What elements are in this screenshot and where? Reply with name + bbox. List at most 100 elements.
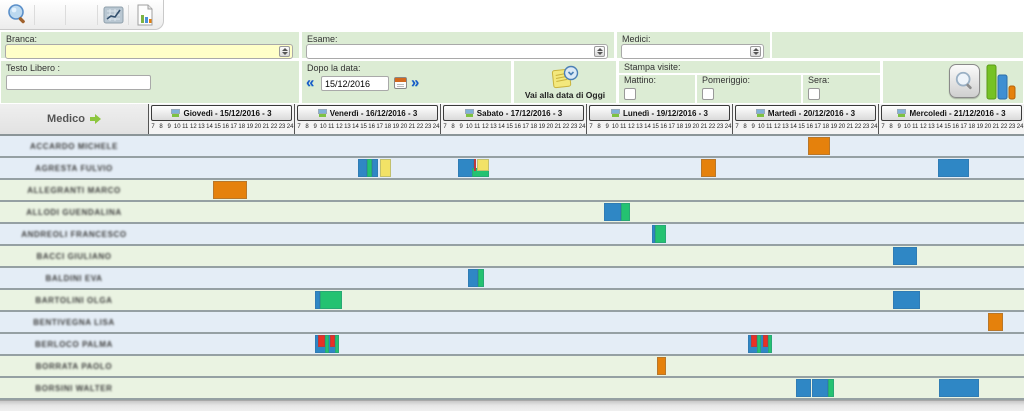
doctor-name[interactable]: BENTIVEGNA LISA	[0, 312, 148, 332]
date-input[interactable]	[321, 76, 389, 91]
doctor-name[interactable]: BACCI GIULIANO	[0, 246, 148, 266]
filter-search-button[interactable]	[949, 64, 980, 98]
appointment-block[interactable]	[654, 225, 667, 243]
appointment-block[interactable]	[371, 159, 379, 177]
appointment-block[interactable]	[367, 159, 372, 177]
hour-tick: 8	[597, 124, 601, 130]
day-column-header: Giovedì - 15/12/2016 - 3 7 8 9 10 11 12 13 14 15 1…	[148, 104, 294, 134]
row-timeline	[148, 180, 1024, 200]
appointment-block[interactable]	[320, 291, 342, 309]
sera-checkbox[interactable]	[808, 88, 820, 100]
row-timeline	[148, 158, 1024, 178]
doctor-name[interactable]: BALDINI EVA	[0, 268, 148, 288]
day-label: Mercoledì - 21/12/2016 - 3	[909, 108, 1006, 118]
appointment-block[interactable]	[938, 159, 969, 177]
statistics-bars-icon[interactable]	[986, 63, 1016, 100]
branca-select[interactable]	[5, 44, 293, 59]
appointment-block[interactable]	[796, 379, 812, 397]
hour-tick: 12	[628, 124, 635, 130]
appointment-block[interactable]	[651, 225, 655, 243]
appointment-block[interactable]	[380, 159, 392, 177]
appointment-block[interactable]	[474, 159, 477, 172]
day-tab[interactable]: Sabato - 17/12/2016 - 3	[443, 105, 584, 121]
appointment-block[interactable]	[318, 335, 325, 348]
appointment-block[interactable]	[620, 203, 630, 221]
appointment-block[interactable]	[762, 335, 768, 348]
day-tab[interactable]: Martedì - 20/12/2016 - 3	[735, 105, 876, 121]
appointment-block[interactable]	[757, 335, 762, 353]
doctor-name[interactable]: ALLODI GUENDALINA	[0, 202, 148, 222]
report-toolbar-button[interactable]	[130, 2, 159, 28]
appointment-block[interactable]	[767, 335, 772, 353]
appointment-block[interactable]	[358, 159, 367, 177]
sera-cell: Sera:	[803, 75, 880, 103]
medici-select[interactable]	[621, 44, 764, 59]
appointment-block[interactable]	[476, 159, 489, 172]
appointment-block[interactable]	[893, 291, 921, 309]
doctor-name[interactable]: AGRESTA FULVIO	[0, 158, 148, 178]
main-toolbar	[0, 0, 164, 30]
doctor-name[interactable]: ANDREOLI FRANCESCO	[0, 224, 148, 244]
toolbar-button-empty-2[interactable]	[67, 2, 96, 28]
hour-tick: 20	[692, 124, 700, 130]
appointment-block[interactable]	[988, 313, 1003, 331]
doctor-name[interactable]: BERLOCO PALMA	[0, 334, 148, 354]
hour-tick: 13	[490, 124, 497, 130]
goto-today-button[interactable]: Vai alla data di Oggi	[514, 61, 616, 103]
pomeriggio-checkbox[interactable]	[702, 88, 714, 100]
hour-tick: 9	[605, 124, 609, 130]
toolbar-separator	[65, 4, 67, 25]
appointment-block[interactable]	[808, 137, 831, 155]
appointment-block[interactable]	[335, 335, 339, 353]
dopo-la-data-label: Dopo la data:	[307, 63, 361, 73]
appointment-block[interactable]	[467, 269, 479, 287]
medico-column-header[interactable]: Medico	[0, 104, 148, 134]
calendar-day-icon	[611, 109, 621, 117]
doctor-name[interactable]: ACCARDO MICHELE	[0, 136, 148, 156]
doctor-name[interactable]: ALLEGRANTI MARCO	[0, 180, 148, 200]
appointment-block[interactable]	[701, 159, 716, 177]
hour-tick: 8	[451, 124, 455, 130]
day-tab[interactable]: Mercoledì - 21/12/2016 - 3	[881, 105, 1022, 121]
appointment-block[interactable]	[478, 269, 484, 287]
appointment-block[interactable]	[457, 159, 474, 177]
appointment-block[interactable]	[750, 335, 758, 348]
testo-libero-cell: Testo Libero :	[1, 61, 299, 103]
mattino-checkbox[interactable]	[624, 88, 636, 100]
appointment-block[interactable]	[827, 379, 835, 397]
doctor-name-text: BENTIVEGNA LISA	[33, 317, 115, 327]
day-tab[interactable]: Venerdì - 16/12/2016 - 3	[297, 105, 438, 121]
appointment-block[interactable]	[893, 247, 917, 265]
doctor-name[interactable]: BORSINI WALTER	[0, 378, 148, 398]
day-tab[interactable]: Giovedì - 15/12/2016 - 3	[151, 105, 292, 121]
appointment-block[interactable]	[938, 379, 980, 397]
appointment-block[interactable]	[329, 335, 336, 348]
stampa-visite-header: Stampa visite:	[619, 61, 880, 73]
doctor-name[interactable]: BARTOLINI OLGA	[0, 290, 148, 310]
appointment-block[interactable]	[656, 357, 667, 375]
search-icon	[955, 71, 972, 90]
appointment-block[interactable]	[315, 291, 320, 309]
appointment-block[interactable]	[472, 168, 489, 177]
hour-tick: 16	[222, 124, 229, 130]
hour-tick: 14	[352, 124, 359, 130]
chart-toolbar-button[interactable]	[99, 2, 128, 28]
hour-tick: 13	[344, 124, 351, 130]
top-bar	[0, 0, 1024, 30]
doctor-name-text: BERLOCO PALMA	[35, 339, 113, 349]
appointment-block[interactable]	[603, 203, 621, 221]
toolbar-button-empty-1[interactable]	[36, 2, 65, 28]
esame-select[interactable]	[306, 44, 608, 59]
day-tab[interactable]: Lunedì - 19/12/2016 - 3	[589, 105, 730, 121]
appointment-block[interactable]	[812, 379, 828, 397]
hour-tick: 8	[889, 124, 893, 130]
calendar-picker-icon[interactable]	[394, 77, 407, 89]
date-prev-icon[interactable]: «	[306, 74, 315, 91]
appointment-block[interactable]	[324, 335, 329, 353]
search-toolbar-button[interactable]	[4, 2, 33, 28]
testo-libero-input[interactable]	[6, 75, 151, 90]
appointment-block[interactable]	[212, 181, 247, 199]
date-next-icon[interactable]: »	[411, 74, 420, 91]
doctor-name[interactable]: BORRATA PAOLO	[0, 356, 148, 376]
testo-libero-label: Testo Libero :	[6, 63, 61, 73]
